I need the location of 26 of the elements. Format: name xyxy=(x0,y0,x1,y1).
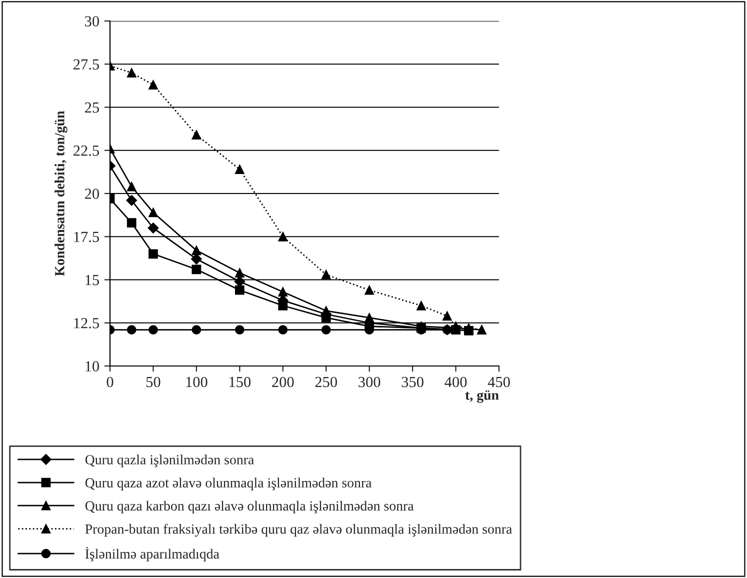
x-tick-label: 100 xyxy=(186,376,208,388)
x-tick-label: 300 xyxy=(358,376,380,388)
y-tick-label: 10 xyxy=(86,361,99,372)
x-tick-label: 450 xyxy=(488,376,510,388)
y-tick-label: 27.5 xyxy=(74,59,99,70)
y-tick-label: 20 xyxy=(84,188,99,199)
legend-label: Propan-butan fraksiyalı tərkibə quru qaz əlavə olunmaqla işlənilmədən sonra xyxy=(85,524,512,537)
x-tick-label: 250 xyxy=(315,376,337,388)
x-tick-label: 200 xyxy=(272,376,294,388)
y-axis-title: Kondensatın debiti, ton/gün xyxy=(54,110,68,276)
x-axis-title: t, gün xyxy=(465,390,499,403)
x-tick-label: 350 xyxy=(402,376,424,388)
x-tick-label: 50 xyxy=(146,376,160,388)
x-tick-label: 400 xyxy=(444,376,467,388)
y-tick-label: 17.5 xyxy=(74,232,99,242)
y-tick-label: 25 xyxy=(84,102,99,113)
y-tick-label: 22.5 xyxy=(74,146,99,156)
legend-label: Quru qaza azot əlavə olunmaqla işlənilmədən sonra xyxy=(85,478,372,490)
legend-label: Quru qaza karbon qazı əlavə olunmaqla işlənilmədən sonra xyxy=(85,500,414,514)
y-tick-label: 12.5 xyxy=(74,318,99,328)
x-tick-label: 0 xyxy=(106,376,114,388)
x-tick-label: 150 xyxy=(230,376,251,388)
legend-label: Quru qazla işlənilmədən sonra xyxy=(85,454,254,468)
legend-label: İşlənilmə aparılmadıqda xyxy=(85,547,220,562)
y-tick-label: 15 xyxy=(86,274,99,286)
y-tick-label: 30 xyxy=(85,16,99,26)
